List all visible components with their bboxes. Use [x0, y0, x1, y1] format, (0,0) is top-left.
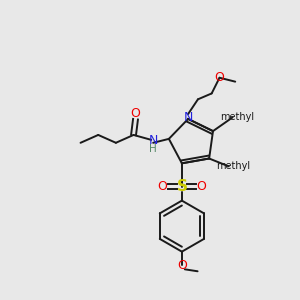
- Text: methyl: methyl: [220, 112, 255, 122]
- Text: N: N: [183, 112, 193, 124]
- Text: O: O: [214, 71, 224, 84]
- Text: O: O: [177, 259, 187, 272]
- Text: N: N: [148, 134, 158, 147]
- Text: O: O: [196, 180, 206, 194]
- Text: O: O: [130, 107, 140, 120]
- Text: S: S: [176, 179, 188, 194]
- Text: H: H: [149, 144, 157, 154]
- Text: methyl: methyl: [217, 161, 251, 171]
- Text: O: O: [157, 180, 167, 194]
